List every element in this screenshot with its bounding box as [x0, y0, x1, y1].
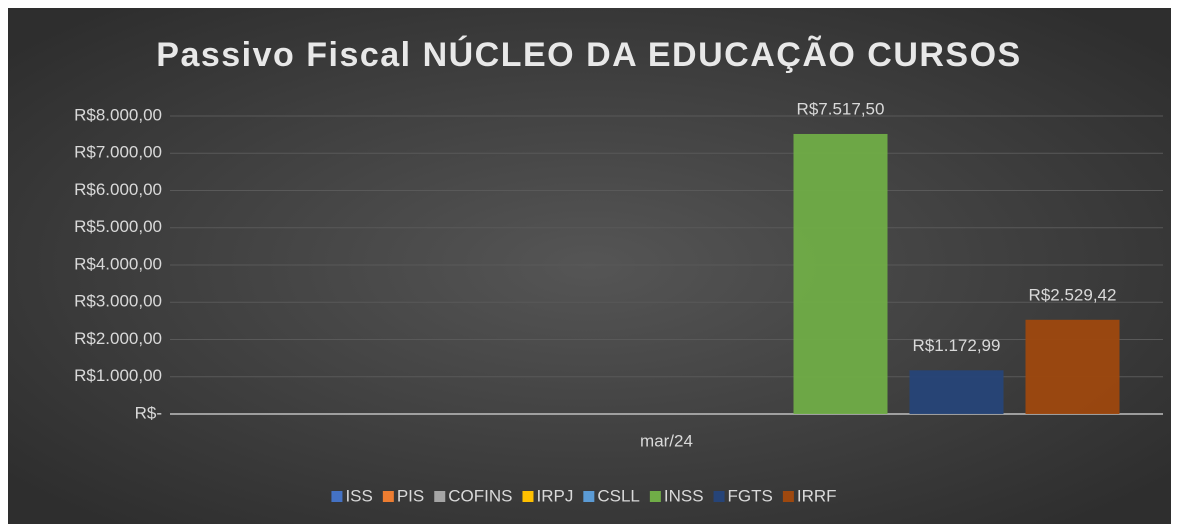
legend-label: FGTS	[728, 486, 773, 505]
legend-label: PIS	[397, 486, 424, 505]
legend-swatch	[331, 491, 343, 502]
y-tick-label: R$8.000,00	[74, 105, 162, 124]
legend-label: ISS	[345, 486, 372, 505]
y-tick-label: R$-	[135, 403, 162, 422]
y-tick-label: R$2.000,00	[74, 329, 162, 348]
data-label: R$1.172,99	[913, 336, 1001, 355]
bar	[909, 370, 1004, 414]
x-tick-label: mar/24	[640, 431, 693, 450]
legend-swatch	[713, 491, 725, 502]
legend-swatch	[649, 491, 661, 502]
bar	[793, 133, 888, 414]
chart-background	[8, 8, 1171, 524]
legend-swatch	[583, 491, 595, 502]
y-tick-label: R$3.000,00	[74, 292, 162, 311]
legend-swatch	[522, 491, 534, 502]
legend-label: COFINS	[448, 486, 512, 505]
data-label: R$7.517,50	[797, 99, 885, 118]
chart-title: Passivo Fiscal NÚCLEO DA EDUCAÇÃO CURSOS	[156, 36, 1021, 74]
legend-label: IRPJ	[536, 486, 573, 505]
y-tick-label: R$7.000,00	[74, 143, 162, 162]
y-tick-label: R$6.000,00	[74, 180, 162, 199]
y-tick-label: R$4.000,00	[74, 254, 162, 273]
legend-swatch	[382, 491, 394, 502]
bar	[1025, 319, 1120, 414]
legend-swatch	[782, 491, 794, 502]
legend-label: INSS	[664, 486, 704, 505]
legend-label: CSLL	[597, 486, 640, 505]
legend-label: IRRF	[797, 486, 837, 505]
data-label: R$2.529,42	[1029, 285, 1117, 304]
legend-swatch	[434, 491, 446, 502]
y-tick-label: R$1.000,00	[74, 366, 162, 385]
y-tick-label: R$5.000,00	[74, 217, 162, 236]
